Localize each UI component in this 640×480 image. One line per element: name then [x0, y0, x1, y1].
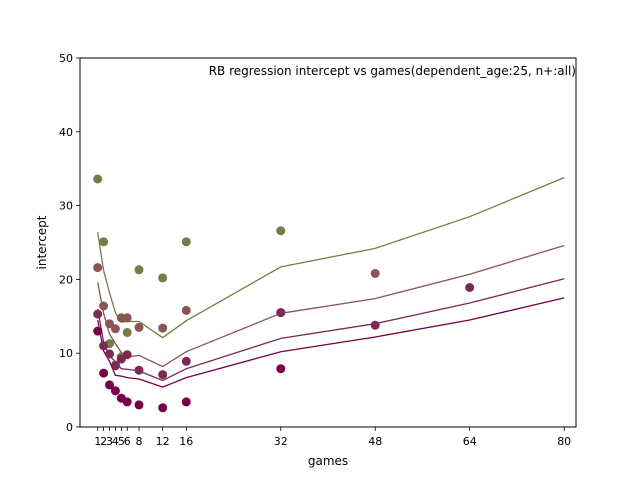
series-3-point	[158, 370, 168, 380]
y-tick-label: 50	[59, 52, 73, 65]
series-1-point	[181, 237, 191, 247]
plot-area	[79, 57, 577, 428]
series-2-point	[158, 323, 168, 333]
series-2-point	[134, 322, 144, 332]
series-4-line	[97, 297, 565, 388]
series-4-point	[122, 397, 132, 407]
series-2-point	[181, 305, 191, 315]
series-3-point	[181, 356, 191, 366]
series-3-point	[465, 283, 475, 292]
series-4-point	[158, 403, 168, 413]
x-tick-label: 48	[368, 435, 382, 448]
series-1-point	[93, 174, 103, 184]
series-1-point	[122, 328, 132, 337]
series-2-point	[105, 319, 114, 329]
x-tick-label: 12	[156, 435, 170, 448]
y-tick-label: 40	[59, 126, 73, 139]
x-tick-label: 8	[136, 435, 143, 448]
y-tick-label: 10	[59, 347, 73, 360]
series-3-point	[110, 361, 120, 371]
series-3-point	[122, 350, 132, 360]
x-tick-label: 6	[124, 435, 131, 448]
series-1-point	[99, 237, 109, 247]
series-3-point	[134, 365, 144, 375]
series-4-point	[276, 364, 286, 374]
series-3-point	[105, 349, 114, 359]
axes-frame	[79, 57, 577, 428]
series-4-point	[105, 380, 114, 390]
y-tick-label: 0	[66, 421, 73, 434]
series-4-point	[134, 400, 144, 410]
series-2-point	[370, 269, 380, 278]
y-axis-ticks: 0 10 20 30 40 50	[59, 52, 80, 434]
x-tick-label: 16	[179, 435, 193, 448]
chart-title: RB regression intercept vs games(depende…	[209, 64, 576, 78]
x-tick-label: 1	[94, 435, 101, 448]
series-1-point	[276, 226, 286, 236]
series-3-point	[276, 308, 286, 318]
series-3-point	[93, 309, 103, 319]
x-tick-label: 3	[106, 435, 113, 448]
series-2-line	[97, 244, 565, 368]
series-2-point	[99, 301, 109, 311]
series-1-point	[158, 273, 168, 283]
x-tick-label: 5	[118, 435, 125, 448]
series-2-point	[93, 263, 103, 273]
series-3-point	[370, 320, 380, 330]
x-tick-label: 4	[112, 435, 119, 448]
y-axis-label: intercept	[35, 215, 49, 269]
series-1-line	[97, 176, 565, 339]
series-2-point	[110, 324, 120, 334]
x-tick-label: 80	[557, 435, 571, 448]
series-4-point	[99, 368, 109, 378]
series-4-point	[93, 326, 103, 336]
x-tick-label: 32	[274, 435, 288, 448]
x-axis-label: games	[308, 454, 348, 468]
x-tick-label: 2	[100, 435, 107, 448]
series-4-point	[110, 386, 120, 396]
x-tick-label: 64	[463, 435, 477, 448]
y-tick-label: 20	[59, 273, 73, 286]
series-3-point	[99, 341, 109, 351]
series-points	[93, 174, 475, 413]
series-1-point	[134, 265, 144, 275]
y-tick-label: 30	[59, 200, 73, 213]
series-4-point	[181, 397, 191, 407]
series-2-point	[122, 313, 132, 323]
